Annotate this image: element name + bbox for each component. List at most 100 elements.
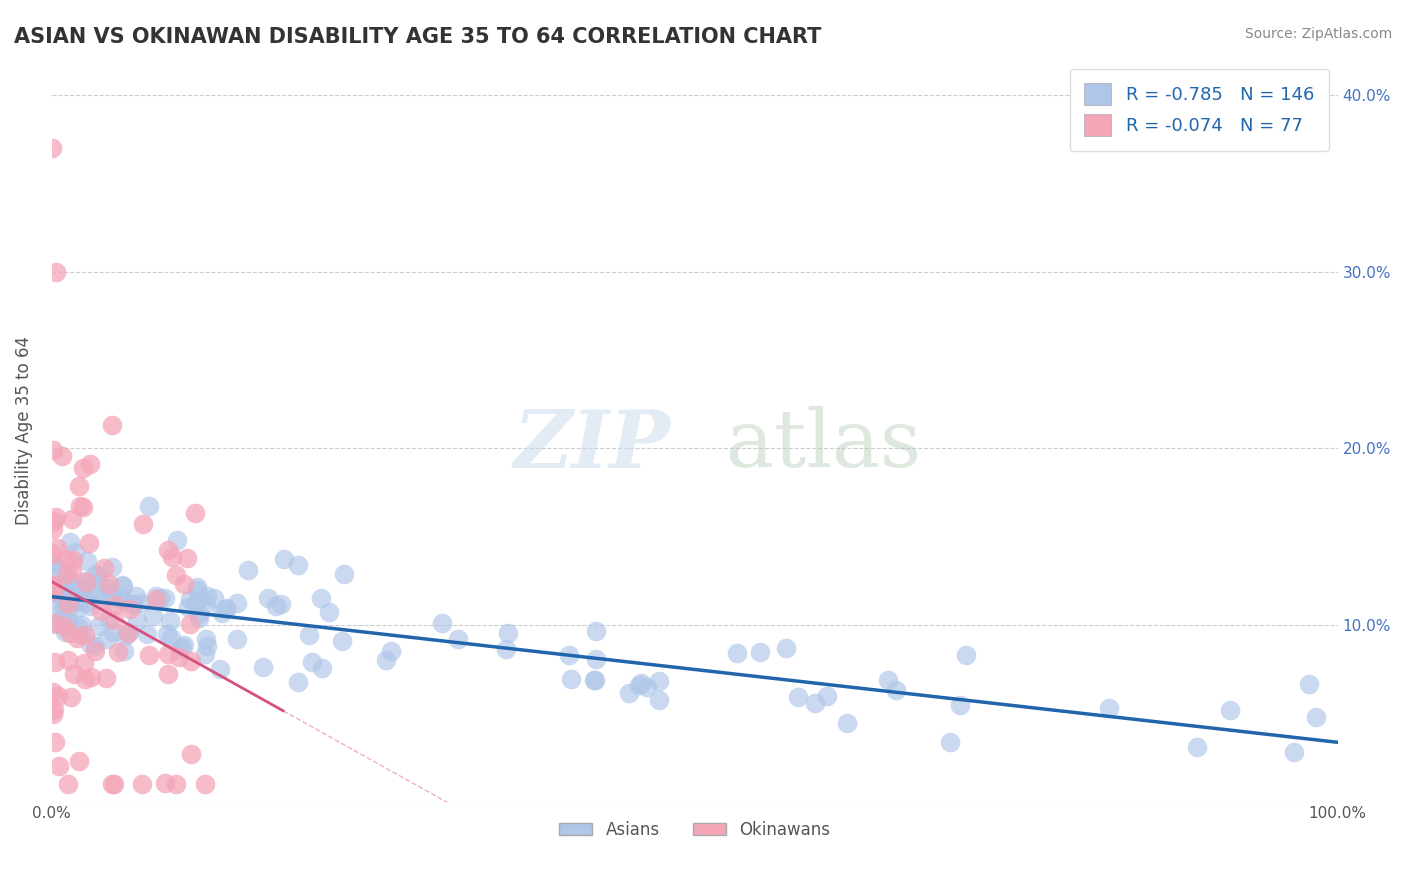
Point — [67, 620, 90, 634]
Point — [42, 555, 65, 569]
Point — [42, 578, 65, 592]
Point — [815, 689, 838, 703]
Point — [72, 500, 94, 514]
Point — [156, 627, 179, 641]
Point — [1097, 701, 1119, 715]
Point — [749, 644, 772, 658]
Point — [160, 549, 183, 564]
Point — [56, 609, 79, 624]
Point — [582, 673, 605, 687]
Point — [226, 632, 249, 647]
Point — [98, 577, 121, 591]
Point — [184, 506, 207, 520]
Point — [170, 640, 193, 655]
Point — [1282, 746, 1305, 760]
Point — [131, 777, 153, 791]
Point — [73, 657, 96, 671]
Point — [173, 577, 195, 591]
Point — [186, 580, 208, 594]
Point — [380, 643, 402, 657]
Point — [252, 659, 274, 673]
Point — [48, 599, 70, 614]
Point — [496, 626, 519, 640]
Point — [94, 671, 117, 685]
Point — [45, 562, 67, 576]
Point — [1305, 710, 1327, 724]
Point — [80, 670, 103, 684]
Point — [176, 551, 198, 566]
Text: ZIP: ZIP — [513, 407, 671, 484]
Point — [41, 579, 63, 593]
Point — [84, 639, 107, 653]
Point — [157, 666, 180, 681]
Point — [58, 615, 80, 629]
Point — [42, 522, 65, 536]
Point — [647, 673, 669, 688]
Point — [495, 641, 517, 656]
Point — [375, 653, 398, 667]
Point — [585, 624, 607, 639]
Point — [949, 698, 972, 712]
Point — [52, 600, 75, 615]
Point — [77, 595, 100, 609]
Point — [194, 647, 217, 661]
Point — [121, 597, 143, 611]
Point — [44, 558, 66, 572]
Point — [111, 592, 134, 607]
Point — [59, 626, 82, 640]
Point — [69, 499, 91, 513]
Point — [194, 777, 217, 791]
Point — [583, 673, 606, 687]
Point — [75, 574, 97, 588]
Point — [188, 611, 211, 625]
Point — [188, 607, 211, 622]
Point — [628, 678, 651, 692]
Point — [103, 777, 125, 791]
Point — [79, 458, 101, 472]
Point — [69, 592, 91, 607]
Point — [63, 666, 86, 681]
Point — [111, 579, 134, 593]
Point — [73, 673, 96, 687]
Point — [266, 599, 288, 614]
Point — [114, 629, 136, 643]
Point — [53, 594, 76, 608]
Point — [65, 586, 87, 600]
Point — [195, 596, 218, 610]
Text: atlas: atlas — [725, 407, 921, 484]
Point — [311, 660, 333, 674]
Point — [42, 707, 65, 722]
Point — [636, 681, 658, 695]
Point — [111, 578, 134, 592]
Point — [180, 654, 202, 668]
Point — [104, 598, 127, 612]
Point — [55, 589, 77, 603]
Point — [160, 631, 183, 645]
Point — [208, 661, 231, 675]
Point — [101, 559, 124, 574]
Point — [287, 674, 309, 689]
Point — [101, 625, 124, 640]
Point — [184, 596, 207, 610]
Point — [195, 632, 218, 647]
Point — [787, 690, 810, 704]
Point — [56, 566, 79, 581]
Point — [138, 648, 160, 662]
Point — [45, 586, 67, 600]
Point — [142, 608, 165, 623]
Point — [51, 449, 73, 463]
Point — [877, 673, 900, 688]
Point — [166, 533, 188, 547]
Point — [53, 619, 76, 633]
Point — [118, 624, 141, 639]
Point — [165, 777, 187, 791]
Point — [87, 618, 110, 632]
Point — [44, 584, 66, 599]
Point — [938, 735, 960, 749]
Point — [177, 600, 200, 615]
Point — [56, 597, 79, 611]
Point — [214, 600, 236, 615]
Point — [167, 642, 190, 657]
Point — [273, 552, 295, 566]
Point — [149, 591, 172, 605]
